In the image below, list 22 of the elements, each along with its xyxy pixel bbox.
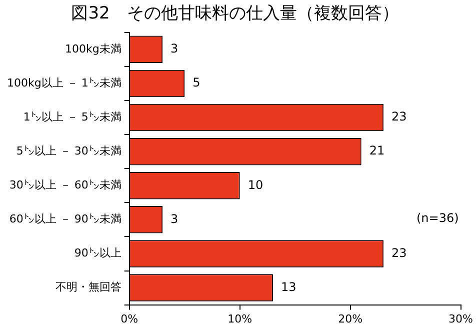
y-tick-label: 不明・無回答 (55, 280, 122, 294)
data-label: 3 (170, 42, 178, 56)
y-tick-label: 100kg未満 (64, 42, 122, 56)
data-label: 21 (369, 144, 385, 158)
y-tick-label: 5㌧以上 － 30㌧未満 (16, 144, 122, 158)
x-tick-label: 20% (338, 312, 363, 326)
y-tick-label: 1㌧以上 － 5㌧未満 (23, 110, 122, 124)
x-tick-label: 0% (120, 312, 138, 326)
y-tick-label: 30㌧以上 － 60㌧未満 (9, 178, 122, 192)
data-label: 3 (170, 212, 178, 226)
data-label: 10 (248, 178, 264, 192)
data-label: 23 (391, 110, 407, 124)
y-tick-label: 90㌧以上 (74, 246, 122, 260)
data-label: 13 (280, 280, 296, 294)
y-tick-label: 100kg以上 － 1㌧未満 (6, 76, 122, 90)
data-label: 5 (192, 76, 200, 90)
x-tick-label: 30% (448, 312, 473, 326)
data-label: 23 (391, 246, 407, 260)
chart-title: 図32 その他甘味料の仕入量（複数回答） (71, 4, 399, 24)
x-tick-label: 10% (228, 312, 252, 326)
y-tick-label: 60㌧以上 － 90㌧未満 (9, 212, 122, 226)
annotation: (n=36) (416, 211, 459, 226)
